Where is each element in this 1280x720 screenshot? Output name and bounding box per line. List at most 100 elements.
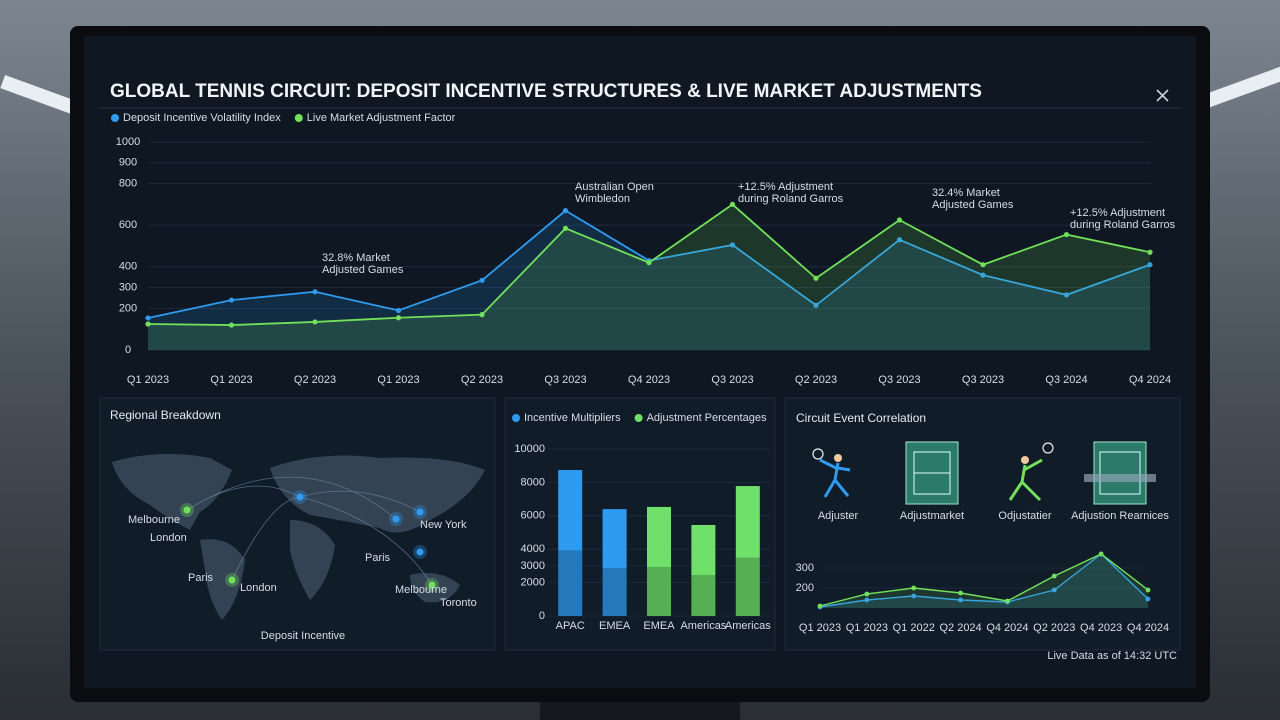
y-tick-label: 900 — [119, 157, 137, 169]
city-label: London — [240, 582, 277, 594]
point — [1145, 587, 1151, 593]
bar — [691, 524, 716, 616]
legend-label: Adjustment Percentages — [647, 412, 767, 424]
route-arc — [299, 490, 421, 513]
annotation: +12.5% Adjustment — [738, 181, 833, 193]
annotation: 32.8% Market — [322, 252, 390, 264]
legend-label: Incentive Multipliers — [524, 412, 621, 424]
point — [1147, 262, 1153, 268]
x-tick-label: Q1 2023 — [846, 622, 888, 634]
bar — [602, 509, 627, 616]
annotation: Adjusted Games — [932, 199, 1014, 211]
bar-panel — [504, 397, 776, 651]
y-tick-label: 0 — [539, 610, 545, 622]
x-tick-label: Q2 2023 — [795, 374, 837, 386]
point — [980, 262, 986, 268]
point — [395, 315, 402, 321]
x-tick-label: Q1 2023 — [377, 374, 419, 386]
city-label: Paris — [188, 572, 214, 584]
y-tick-label: 800 — [119, 178, 137, 190]
point — [980, 272, 986, 278]
point — [1051, 587, 1057, 593]
point — [145, 315, 151, 321]
x-tick-label: Q3 2023 — [544, 374, 586, 386]
x-tick-label: EMEA — [599, 620, 631, 632]
city-label: Toronto — [440, 597, 477, 609]
city-label: Paris — [365, 552, 391, 564]
y-tick-label: 8000 — [521, 476, 545, 488]
point — [864, 597, 870, 603]
point — [646, 260, 652, 266]
y-tick-label: 6000 — [521, 510, 545, 522]
city-dot — [392, 515, 400, 523]
city-dot — [296, 493, 304, 501]
point — [562, 225, 569, 231]
point — [1063, 292, 1070, 298]
event-label: Adjustion Rearnices — [1071, 510, 1169, 522]
point — [1147, 249, 1153, 255]
area — [148, 204, 1150, 350]
event-label: Adjuster — [818, 510, 859, 522]
city-dot — [416, 548, 424, 556]
point — [312, 289, 318, 295]
route-arc — [186, 476, 397, 520]
bar-shade — [602, 567, 627, 616]
legend-swatch — [294, 114, 303, 122]
bar — [647, 506, 671, 616]
city-dot — [228, 576, 236, 584]
bar-shade — [647, 566, 671, 616]
city-dot — [183, 506, 191, 514]
area — [820, 554, 1148, 608]
point — [145, 321, 151, 327]
x-tick-label: Q1 2023 — [210, 374, 252, 386]
point — [864, 591, 870, 597]
court-icon — [905, 441, 959, 505]
legend-label: Live Market Adjustment Factor — [307, 112, 456, 124]
x-tick-label: Q1 2023 — [127, 374, 169, 386]
event-icons — [812, 441, 1156, 505]
route-arc — [231, 496, 301, 581]
event-panel — [784, 397, 1181, 651]
annotation: Australian Open — [575, 181, 654, 193]
ceiling-light — [1200, 65, 1280, 109]
x-tick-label: Q2 2023 — [294, 374, 336, 386]
legend-swatch — [634, 414, 643, 422]
y-tick-label: 0 — [125, 344, 131, 356]
bar — [558, 470, 583, 616]
y-tick-label: 600 — [119, 219, 137, 231]
point — [813, 275, 819, 281]
area — [820, 554, 1148, 608]
point — [562, 208, 569, 214]
ceiling-light — [0, 75, 90, 119]
bar-shade — [735, 557, 760, 616]
annotation: during Roland Garros — [1070, 219, 1176, 231]
y-tick-label: 300 — [796, 562, 814, 574]
point — [1005, 598, 1010, 604]
close-button[interactable] — [1156, 89, 1169, 102]
y-tick-label: 400 — [119, 261, 137, 273]
y-tick-label: 1000 — [116, 136, 140, 148]
point — [228, 322, 235, 328]
line — [819, 553, 1149, 608]
area — [148, 210, 1150, 350]
x-tick-label: Q3 2024 — [1045, 374, 1087, 386]
point — [911, 585, 917, 591]
event-label: Adjustmarket — [900, 510, 964, 522]
annotation: Wimbledon — [575, 193, 630, 205]
bar-shade — [691, 575, 716, 616]
point — [958, 597, 963, 603]
y-tick-label: 200 — [119, 302, 137, 314]
x-tick-label: Q2 2023 — [1033, 622, 1075, 634]
footer-status: Live Data as of 14:32 UTC — [1047, 650, 1177, 662]
city-label: New York — [420, 519, 467, 531]
annotation: during Roland Garros — [738, 193, 844, 205]
route-arc — [299, 496, 433, 586]
city-label: Melbourne — [128, 514, 180, 526]
line — [819, 553, 1149, 607]
point — [228, 297, 235, 303]
point — [911, 593, 917, 599]
point — [1063, 231, 1070, 238]
x-tick-label: Q4 2023 — [628, 374, 670, 386]
map-caption: Deposit Incentive — [261, 630, 345, 642]
